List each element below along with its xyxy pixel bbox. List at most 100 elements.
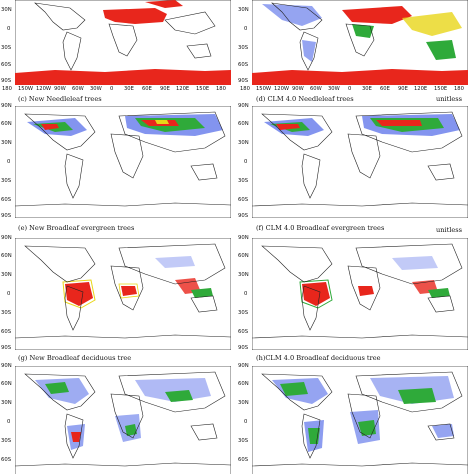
lon-tick: 30E <box>124 86 134 92</box>
lat-tick: 90N <box>1 103 12 109</box>
panel-f: 90N 60N 30N 0 30S 60S 90S <box>238 235 468 351</box>
lat-tick: 0 <box>244 419 248 425</box>
lon-tick: 120E <box>176 86 190 92</box>
lat-tick: 0 <box>244 159 248 165</box>
panel-c: 90N 60N 30N 0 30S 60S 90S <box>1 103 231 219</box>
lat-tick: 60N <box>1 253 12 259</box>
map-f <box>252 238 468 350</box>
lon-tick: 90E <box>160 86 170 92</box>
lat-tick: 30S <box>238 45 249 51</box>
lat-tick: 30S <box>238 178 249 184</box>
lat-tick: 60N <box>238 121 249 127</box>
lat-tick: 60N <box>1 121 12 127</box>
panel-a: 30N 0 30S 60S 90S <box>1 0 231 85</box>
caption-c: (c) New Needleleaf trees <box>18 95 102 103</box>
lon-tick: 180 <box>240 86 250 92</box>
lat-tick: 0 <box>244 291 248 297</box>
desert-patch <box>103 8 167 24</box>
unit-d: unitless <box>436 95 463 103</box>
unit-f: unitless <box>436 226 463 234</box>
lon-tick: 90E <box>398 86 408 92</box>
caption-d: (d) CLM 4.0 Needleleaf trees <box>256 95 354 103</box>
map-d <box>252 106 468 218</box>
lon-tick: 60W <box>72 86 84 92</box>
lat-tick: 30N <box>238 400 249 406</box>
lon-tick: 60W <box>310 86 322 92</box>
lon-tick: 150W <box>18 86 34 92</box>
lon-tick: 30W <box>90 86 102 92</box>
panel-b: 30N 0 30S 60S 90S <box>238 0 468 85</box>
lat-tick: 0 <box>7 291 11 297</box>
lon-tick: 120W <box>36 86 52 92</box>
lat-tick: 90N <box>238 363 249 369</box>
lon-tick: 180 <box>216 86 226 92</box>
caption-h: (h)CLM 4.0 Broadleaf deciduous tree <box>256 354 381 362</box>
lat-tick: 60S <box>238 62 249 68</box>
lon-tick: 60E <box>142 86 152 92</box>
lon-tick: 60E <box>380 86 390 92</box>
lat-tick: 30S <box>238 438 249 444</box>
lat-tick: 60N <box>238 381 249 387</box>
map-a <box>15 0 231 85</box>
lat-tick: 30N <box>1 272 12 278</box>
caption-e: (e) New Broadleaf evergreen trees <box>18 224 135 232</box>
lat-tick: 90S <box>238 213 249 219</box>
map-g <box>15 366 231 474</box>
lon-tick: 90W <box>54 86 66 92</box>
lat-tick: 30N <box>238 140 249 146</box>
lat-tick: 30N <box>1 7 12 13</box>
panel-g: 90N 60N 30N 0 30S 60S <box>1 363 231 474</box>
lat-tick: 90S <box>1 345 12 351</box>
lat-tick: 60S <box>1 329 12 335</box>
lat-tick: 60S <box>1 457 12 463</box>
lat-tick: 60S <box>238 329 249 335</box>
map-b <box>252 0 468 85</box>
panel-d: 90N 60N 30N 0 30S 60S 90S <box>238 103 468 219</box>
lat-tick: 0 <box>7 26 11 32</box>
lon-tick: 30W <box>328 86 340 92</box>
caption-g: (g) New Broadleaf deciduous tree <box>18 354 132 362</box>
lon-tick: 180 <box>2 86 12 92</box>
lat-tick: 90N <box>238 103 249 109</box>
lat-tick: 0 <box>7 419 11 425</box>
lon-tick: 180 <box>454 86 464 92</box>
map-c <box>15 106 231 218</box>
lat-tick: 90S <box>1 78 12 84</box>
lat-tick: 90S <box>1 213 12 219</box>
lat-tick: 90N <box>238 235 249 241</box>
lon-tick: 120W <box>274 86 290 92</box>
map-e <box>15 238 231 350</box>
lat-tick: 30N <box>238 7 249 13</box>
lat-tick: 30N <box>1 400 12 406</box>
lat-tick: 0 <box>7 159 11 165</box>
lat-tick: 60S <box>238 197 249 203</box>
lat-tick: 60N <box>1 381 12 387</box>
panel-e: 90N 60N 30N 0 30S 60S 90S <box>1 235 231 351</box>
lat-tick: 30N <box>1 140 12 146</box>
lon-tick: 90W <box>292 86 304 92</box>
lat-tick: 60S <box>1 62 12 68</box>
lat-tick: 90S <box>238 78 249 84</box>
lat-tick: 30S <box>1 310 12 316</box>
lat-tick: 60N <box>238 253 249 259</box>
lon-tick: 150E <box>434 86 448 92</box>
lat-tick: 30S <box>1 178 12 184</box>
lon-tick: 150E <box>196 86 210 92</box>
lat-tick: 90N <box>1 235 12 241</box>
lat-tick: 0 <box>244 26 248 32</box>
lon-tick: 30E <box>362 86 372 92</box>
lon-tick: 120E <box>414 86 428 92</box>
lon-tick: 0 <box>348 86 352 92</box>
caption-f: (f) CLM 4.0 Broadleaf evergreen trees <box>256 224 385 232</box>
lat-tick: 30S <box>238 310 249 316</box>
lat-tick: 90S <box>238 345 249 351</box>
lat-tick: 30S <box>1 45 12 51</box>
lat-tick: 60S <box>238 457 249 463</box>
panel-h: 90N 60N 30N 0 30S 60S <box>238 363 468 474</box>
lat-tick: 30N <box>238 272 249 278</box>
lat-tick: 30S <box>1 438 12 444</box>
lon-tick: 0 <box>110 86 114 92</box>
map-h <box>252 366 468 474</box>
lon-tick: 150W <box>256 86 272 92</box>
lat-tick: 60S <box>1 197 12 203</box>
